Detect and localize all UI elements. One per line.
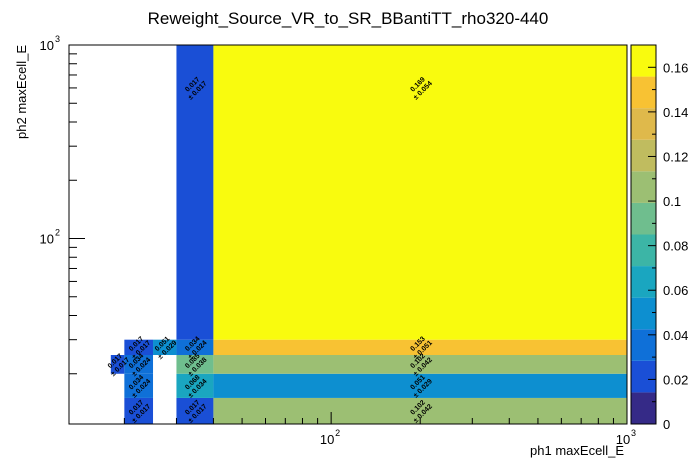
heatmap-cell xyxy=(124,373,154,398)
heatmap-cell xyxy=(124,339,154,356)
x-tick-exponent: 2 xyxy=(335,428,340,438)
heatmap-cell xyxy=(176,397,214,424)
color-scale-segment xyxy=(631,392,656,424)
y-tick-label: 10 xyxy=(40,38,54,53)
heatmap-cell xyxy=(124,355,154,374)
chart-title: Reweight_Source_VR_to_SR_BBantiTT_rho320… xyxy=(148,9,549,28)
y-tick-label: 10 xyxy=(40,232,54,247)
heatmap-cell xyxy=(176,373,214,398)
color-scale-segment xyxy=(631,329,656,361)
y-tick-exponent: 2 xyxy=(55,228,60,238)
heatmap-cell xyxy=(176,339,214,356)
color-scale-tick-label: 0.16 xyxy=(663,60,688,75)
color-scale-tick-label: 0.06 xyxy=(663,283,688,298)
heatmap-cell xyxy=(213,373,627,398)
heatmap-cell xyxy=(110,355,125,374)
axes: 10 2 10 310 210 3 xyxy=(40,34,636,447)
x-tick-exponent: 3 xyxy=(631,428,636,438)
heatmap-cells xyxy=(110,45,627,424)
color-scale-segment xyxy=(631,45,656,77)
color-scale-segment xyxy=(631,139,656,172)
x-axis-label: ph1 maxEcell_E xyxy=(530,443,624,458)
color-scale-segment xyxy=(631,108,656,140)
heatmap-cell xyxy=(124,397,154,424)
color-scale-segment xyxy=(631,234,656,267)
color-scale-tick-label: 0.1 xyxy=(663,194,681,209)
color-scale-bar: 0 0.02 0.04 0.06 0.08 0.1 0.12 0.14 0.16 xyxy=(630,44,688,432)
color-scale-segment xyxy=(631,360,656,393)
color-scale-segment xyxy=(631,297,656,330)
color-scale-tick-label: 0 xyxy=(663,417,670,432)
color-scale-tick-label: 0.14 xyxy=(663,105,688,120)
plot-frame xyxy=(68,44,628,425)
color-scale-tick-label: 0.12 xyxy=(663,149,688,164)
heatmap-cell xyxy=(176,355,214,374)
color-scale-frame xyxy=(630,44,657,425)
x-tick-label: 10 xyxy=(616,432,630,447)
color-scale-segment xyxy=(631,171,656,203)
color-scale-segment xyxy=(631,202,656,235)
heatmap-cell xyxy=(213,355,627,374)
y-axis-label: ph2 maxEcell_E xyxy=(14,45,29,139)
color-scale-segment xyxy=(631,76,656,109)
heatmap-cell xyxy=(213,339,627,356)
x-tick-label: 10 xyxy=(320,432,334,447)
heatmap-cell xyxy=(176,45,214,340)
color-scale-tick-label: 0.04 xyxy=(663,328,688,343)
color-scale-tick-label: 0.02 xyxy=(663,372,688,387)
heatmap-cell xyxy=(153,339,177,356)
heatmap-cell xyxy=(213,45,627,340)
y-tick-exponent: 3 xyxy=(55,34,60,44)
color-scale-segment xyxy=(631,266,656,298)
color-scale-tick-label: 0.08 xyxy=(663,239,688,254)
